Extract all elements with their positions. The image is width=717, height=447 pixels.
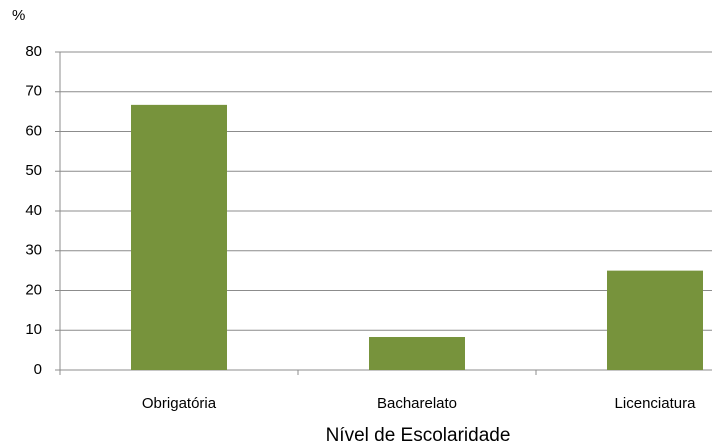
y-tick-label: 40 [25,202,42,219]
y-tick-label: 0 [34,361,42,378]
bar [607,270,703,370]
y-axis-label: % [12,7,25,24]
y-tick-label: 30 [25,242,42,259]
y-tick-label: 50 [25,162,42,179]
y-tick-label: 10 [25,321,42,338]
x-tick-label: Obrigatória [142,395,217,412]
y-tick-label: 20 [25,281,42,298]
y-tick-label: 60 [25,122,42,139]
x-axis-label: Nível de Escolaridade [326,425,511,446]
x-tick-label: Bacharelato [377,395,457,412]
bar [131,104,227,371]
y-tick-label: 80 [25,43,42,60]
bar [369,337,465,370]
x-tick-label: Licenciatura [615,395,697,412]
y-tick-label: 70 [25,83,42,100]
